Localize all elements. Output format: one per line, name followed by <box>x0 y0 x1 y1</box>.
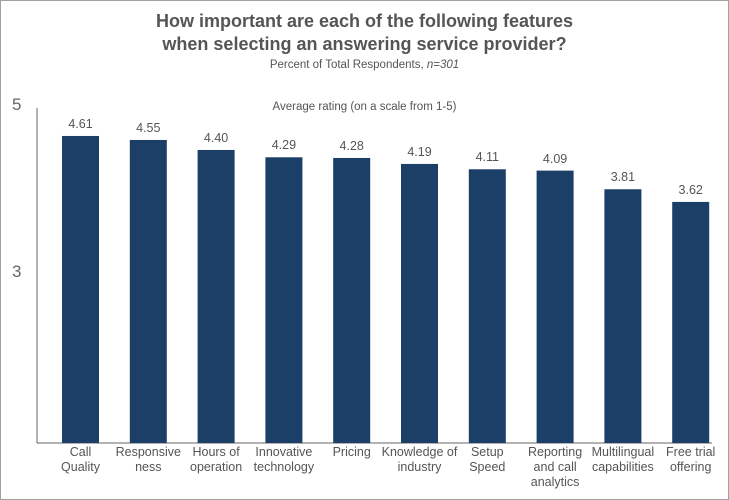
data-label: 4.09 <box>542 151 568 166</box>
x-tick-label: Hours of operation <box>190 445 243 474</box>
chart-subtitle: Percent of Total Respondents, n=301 <box>0 59 729 71</box>
x-tick-label: Free trial offering <box>666 445 716 474</box>
subtitle-text: Percent of Total Respondents, <box>269 59 427 71</box>
x-tick-label: Innovative technology <box>253 445 315 474</box>
data-label: 4.29 <box>271 138 297 153</box>
y-tick-label: 5 <box>12 95 22 114</box>
x-tick-label: Pricing <box>332 445 371 459</box>
x-tick-label: Reporting and call analytics <box>527 445 583 489</box>
x-tick-label: Responsive ness <box>115 445 181 474</box>
x-tick-label: Call Quality <box>61 445 100 474</box>
bar <box>129 139 167 443</box>
bar <box>468 169 506 444</box>
bar <box>333 157 371 443</box>
bar <box>265 157 303 443</box>
bar <box>604 189 642 443</box>
chart-title: How important are each of the following … <box>155 11 574 54</box>
x-tick-label: Knowledge of industry <box>381 445 458 474</box>
y-tick-label: 3 <box>12 262 22 281</box>
data-label: 4.28 <box>339 138 364 153</box>
bar <box>197 149 235 443</box>
data-label: 4.55 <box>136 120 161 135</box>
bar <box>62 135 99 443</box>
data-label: 3.81 <box>610 170 636 185</box>
data-label: 4.11 <box>475 150 499 165</box>
chart-annotation: Average rating (on a scale from 1-5) <box>272 101 457 113</box>
bar <box>536 170 574 443</box>
x-tick-label: Setup Speed <box>469 445 506 474</box>
data-label: 3.62 <box>678 182 703 197</box>
bar <box>672 201 710 443</box>
data-label: 4.61 <box>68 116 93 131</box>
data-label: 4.40 <box>203 130 229 145</box>
subtitle-n: n=301 <box>426 59 460 71</box>
bar <box>401 163 438 444</box>
data-label: 4.19 <box>407 144 432 159</box>
x-tick-label: Multilingual capabilities <box>591 445 655 474</box>
